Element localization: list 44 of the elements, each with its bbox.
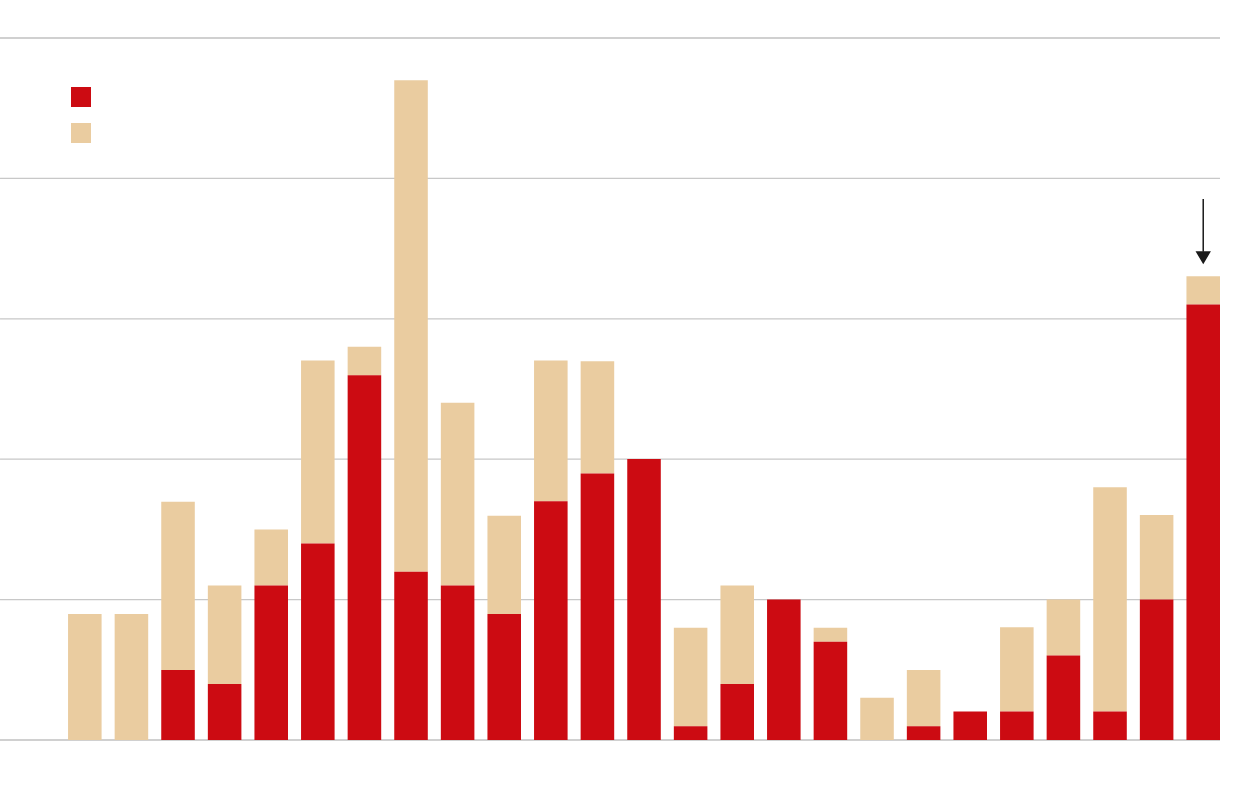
bar	[301, 360, 335, 544]
bar	[627, 458, 661, 740]
bar	[394, 571, 428, 740]
bar	[347, 346, 382, 376]
bar	[1139, 515, 1174, 600]
bar	[906, 726, 941, 740]
bar	[301, 543, 335, 740]
bar	[161, 501, 195, 671]
bar	[1000, 627, 1034, 712]
bar	[1046, 655, 1081, 740]
bar	[813, 627, 848, 642]
bar	[161, 670, 195, 740]
bar	[1186, 304, 1220, 740]
bar	[487, 613, 521, 740]
bar	[394, 80, 428, 572]
bar	[1093, 711, 1127, 740]
bar	[767, 599, 801, 740]
bar	[673, 726, 708, 740]
bar	[347, 375, 382, 740]
bar	[68, 613, 102, 740]
bar	[580, 361, 615, 474]
bar	[487, 515, 521, 614]
bar	[580, 473, 615, 740]
bar	[254, 529, 288, 586]
bar	[813, 641, 848, 740]
bar	[114, 613, 149, 740]
bar	[440, 585, 475, 740]
bar	[1139, 599, 1174, 740]
bar	[534, 501, 568, 740]
bar	[1046, 599, 1081, 656]
bar	[720, 683, 754, 740]
bar	[534, 360, 568, 502]
bar	[906, 670, 941, 727]
bar	[1093, 487, 1127, 712]
bar	[860, 697, 894, 740]
bar	[440, 402, 475, 586]
bar	[207, 585, 242, 684]
bar	[953, 711, 987, 740]
bar	[207, 683, 242, 740]
bar	[720, 585, 754, 684]
bar	[254, 585, 288, 740]
bar	[1000, 711, 1034, 740]
bar	[673, 627, 708, 727]
bar	[1186, 276, 1220, 305]
